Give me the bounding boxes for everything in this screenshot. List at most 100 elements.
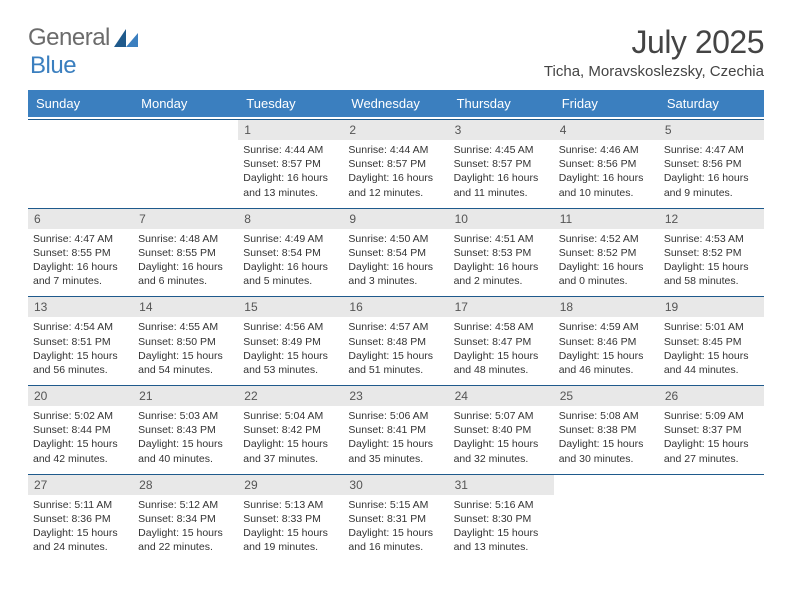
- day-content: Sunrise: 4:44 AMSunset: 8:57 PMDaylight:…: [343, 140, 448, 206]
- day-number: 30: [343, 475, 448, 495]
- day-cell: 1Sunrise: 4:44 AMSunset: 8:57 PMDaylight…: [238, 120, 343, 206]
- day-cell: 22Sunrise: 5:04 AMSunset: 8:42 PMDayligh…: [238, 386, 343, 472]
- day-cell: 20Sunrise: 5:02 AMSunset: 8:44 PMDayligh…: [28, 386, 133, 472]
- day-cell: 23Sunrise: 5:06 AMSunset: 8:41 PMDayligh…: [343, 386, 448, 472]
- day-content: Sunrise: 4:45 AMSunset: 8:57 PMDaylight:…: [449, 140, 554, 206]
- day-content: Sunrise: 5:03 AMSunset: 8:43 PMDaylight:…: [133, 406, 238, 472]
- day-cell: 6Sunrise: 4:47 AMSunset: 8:55 PMDaylight…: [28, 209, 133, 295]
- day-cell: 13Sunrise: 4:54 AMSunset: 8:51 PMDayligh…: [28, 297, 133, 383]
- day-content: Sunrise: 4:53 AMSunset: 8:52 PMDaylight:…: [659, 229, 764, 295]
- logo-word-2: Blue: [30, 52, 76, 80]
- day-cell: 31Sunrise: 5:16 AMSunset: 8:30 PMDayligh…: [449, 475, 554, 561]
- day-empty: [133, 120, 238, 206]
- day-number: 18: [554, 297, 659, 317]
- day-cell: 30Sunrise: 5:15 AMSunset: 8:31 PMDayligh…: [343, 475, 448, 561]
- day-empty: [554, 475, 659, 561]
- logo-word-1: General: [28, 24, 110, 52]
- title-block: July 2025 Ticha, Moravskoslezsky, Czechi…: [544, 24, 764, 80]
- calendar: SundayMondayTuesdayWednesdayThursdayFrid…: [28, 90, 764, 560]
- day-content: Sunrise: 5:01 AMSunset: 8:45 PMDaylight:…: [659, 317, 764, 383]
- day-number: 29: [238, 475, 343, 495]
- day-cell: 25Sunrise: 5:08 AMSunset: 8:38 PMDayligh…: [554, 386, 659, 472]
- day-empty: [28, 120, 133, 206]
- weeks-container: 1Sunrise: 4:44 AMSunset: 8:57 PMDaylight…: [28, 119, 764, 560]
- day-cell: 7Sunrise: 4:48 AMSunset: 8:55 PMDaylight…: [133, 209, 238, 295]
- day-cell: 9Sunrise: 4:50 AMSunset: 8:54 PMDaylight…: [343, 209, 448, 295]
- day-number: 5: [659, 120, 764, 140]
- dow-saturday: Saturday: [659, 90, 764, 117]
- location-subtitle: Ticha, Moravskoslezsky, Czechia: [544, 63, 764, 80]
- day-content: Sunrise: 4:46 AMSunset: 8:56 PMDaylight:…: [554, 140, 659, 206]
- day-number: 23: [343, 386, 448, 406]
- day-cell: 17Sunrise: 4:58 AMSunset: 8:47 PMDayligh…: [449, 297, 554, 383]
- day-content: Sunrise: 4:52 AMSunset: 8:52 PMDaylight:…: [554, 229, 659, 295]
- day-cell: 18Sunrise: 4:59 AMSunset: 8:46 PMDayligh…: [554, 297, 659, 383]
- header: General July 2025 Ticha, Moravskoslezsky…: [28, 24, 764, 80]
- day-cell: 27Sunrise: 5:11 AMSunset: 8:36 PMDayligh…: [28, 475, 133, 561]
- day-cell: 29Sunrise: 5:13 AMSunset: 8:33 PMDayligh…: [238, 475, 343, 561]
- day-content: Sunrise: 5:09 AMSunset: 8:37 PMDaylight:…: [659, 406, 764, 472]
- day-content: Sunrise: 4:44 AMSunset: 8:57 PMDaylight:…: [238, 140, 343, 206]
- dow-tuesday: Tuesday: [238, 90, 343, 117]
- day-of-week-header: SundayMondayTuesdayWednesdayThursdayFrid…: [28, 90, 764, 117]
- day-number: 3: [449, 120, 554, 140]
- day-number: 7: [133, 209, 238, 229]
- day-content: Sunrise: 5:12 AMSunset: 8:34 PMDaylight:…: [133, 495, 238, 561]
- day-number: 21: [133, 386, 238, 406]
- day-cell: 4Sunrise: 4:46 AMSunset: 8:56 PMDaylight…: [554, 120, 659, 206]
- day-content: Sunrise: 5:07 AMSunset: 8:40 PMDaylight:…: [449, 406, 554, 472]
- day-cell: 10Sunrise: 4:51 AMSunset: 8:53 PMDayligh…: [449, 209, 554, 295]
- day-number: 12: [659, 209, 764, 229]
- day-number: 31: [449, 475, 554, 495]
- week-row: 27Sunrise: 5:11 AMSunset: 8:36 PMDayligh…: [28, 474, 764, 561]
- day-empty: [659, 475, 764, 561]
- day-number: 4: [554, 120, 659, 140]
- logo-mark-icon: [114, 29, 140, 47]
- day-cell: 24Sunrise: 5:07 AMSunset: 8:40 PMDayligh…: [449, 386, 554, 472]
- day-content: Sunrise: 5:11 AMSunset: 8:36 PMDaylight:…: [28, 495, 133, 561]
- day-cell: 28Sunrise: 5:12 AMSunset: 8:34 PMDayligh…: [133, 475, 238, 561]
- week-row: 13Sunrise: 4:54 AMSunset: 8:51 PMDayligh…: [28, 296, 764, 383]
- day-content: Sunrise: 5:06 AMSunset: 8:41 PMDaylight:…: [343, 406, 448, 472]
- day-cell: 8Sunrise: 4:49 AMSunset: 8:54 PMDaylight…: [238, 209, 343, 295]
- day-cell: 5Sunrise: 4:47 AMSunset: 8:56 PMDaylight…: [659, 120, 764, 206]
- day-number: 16: [343, 297, 448, 317]
- day-number: 25: [554, 386, 659, 406]
- day-number: 15: [238, 297, 343, 317]
- day-content: Sunrise: 4:50 AMSunset: 8:54 PMDaylight:…: [343, 229, 448, 295]
- day-number: 22: [238, 386, 343, 406]
- day-number: [554, 475, 659, 495]
- day-cell: 26Sunrise: 5:09 AMSunset: 8:37 PMDayligh…: [659, 386, 764, 472]
- day-cell: 14Sunrise: 4:55 AMSunset: 8:50 PMDayligh…: [133, 297, 238, 383]
- week-row: 1Sunrise: 4:44 AMSunset: 8:57 PMDaylight…: [28, 119, 764, 206]
- day-content: Sunrise: 4:48 AMSunset: 8:55 PMDaylight:…: [133, 229, 238, 295]
- day-number: 2: [343, 120, 448, 140]
- day-number: 14: [133, 297, 238, 317]
- day-number: 11: [554, 209, 659, 229]
- day-number: 6: [28, 209, 133, 229]
- dow-wednesday: Wednesday: [343, 90, 448, 117]
- day-content: Sunrise: 4:47 AMSunset: 8:56 PMDaylight:…: [659, 140, 764, 206]
- day-cell: 16Sunrise: 4:57 AMSunset: 8:48 PMDayligh…: [343, 297, 448, 383]
- day-cell: 19Sunrise: 5:01 AMSunset: 8:45 PMDayligh…: [659, 297, 764, 383]
- day-cell: 15Sunrise: 4:56 AMSunset: 8:49 PMDayligh…: [238, 297, 343, 383]
- day-number: 8: [238, 209, 343, 229]
- day-content: Sunrise: 4:59 AMSunset: 8:46 PMDaylight:…: [554, 317, 659, 383]
- day-cell: 2Sunrise: 4:44 AMSunset: 8:57 PMDaylight…: [343, 120, 448, 206]
- day-number: 19: [659, 297, 764, 317]
- day-number: [133, 120, 238, 140]
- day-content: Sunrise: 4:57 AMSunset: 8:48 PMDaylight:…: [343, 317, 448, 383]
- page-title: July 2025: [544, 24, 764, 61]
- day-content: Sunrise: 5:04 AMSunset: 8:42 PMDaylight:…: [238, 406, 343, 472]
- day-content: Sunrise: 5:02 AMSunset: 8:44 PMDaylight:…: [28, 406, 133, 472]
- day-content: Sunrise: 4:49 AMSunset: 8:54 PMDaylight:…: [238, 229, 343, 295]
- calendar-page: General July 2025 Ticha, Moravskoslezsky…: [0, 0, 792, 580]
- dow-monday: Monday: [133, 90, 238, 117]
- day-cell: 12Sunrise: 4:53 AMSunset: 8:52 PMDayligh…: [659, 209, 764, 295]
- day-content: Sunrise: 5:13 AMSunset: 8:33 PMDaylight:…: [238, 495, 343, 561]
- dow-sunday: Sunday: [28, 90, 133, 117]
- day-cell: 3Sunrise: 4:45 AMSunset: 8:57 PMDaylight…: [449, 120, 554, 206]
- day-content: Sunrise: 5:16 AMSunset: 8:30 PMDaylight:…: [449, 495, 554, 561]
- day-content: Sunrise: 4:55 AMSunset: 8:50 PMDaylight:…: [133, 317, 238, 383]
- day-content: Sunrise: 4:47 AMSunset: 8:55 PMDaylight:…: [28, 229, 133, 295]
